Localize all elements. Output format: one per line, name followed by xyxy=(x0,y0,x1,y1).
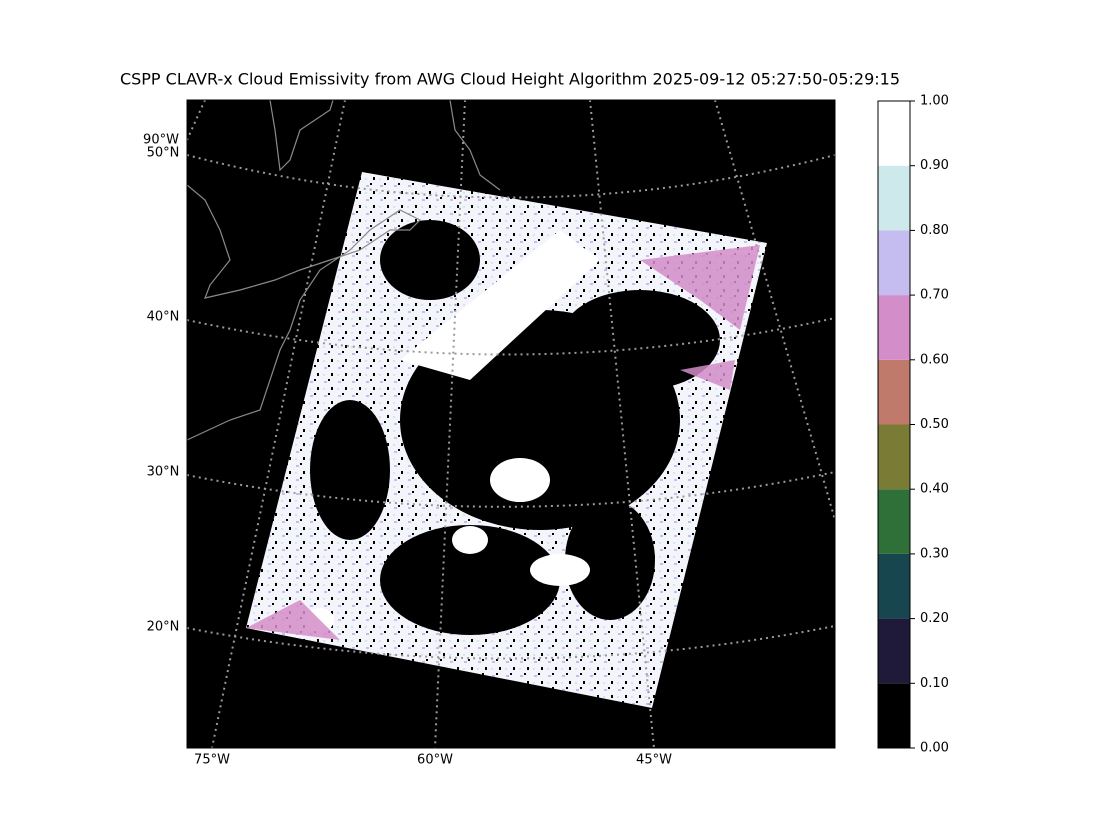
colorbar-segment xyxy=(878,359,910,425)
lat-label: 30°N xyxy=(147,465,180,480)
colorbar-tick-label: 0.40 xyxy=(920,482,949,497)
colorbar-tick-label: 0.60 xyxy=(920,352,949,367)
map-area xyxy=(187,100,835,748)
colorbar-segment xyxy=(878,489,910,554)
colorbar-tick-label: 0.30 xyxy=(920,546,949,561)
colorbar-segment xyxy=(878,424,910,490)
colorbar-tick-label: 0.00 xyxy=(920,741,949,756)
colorbar-segment xyxy=(878,101,910,166)
lat-label: 50°N xyxy=(147,146,180,161)
colorbar: 0.00 0.10 0.20 0.30 0.40 0.50 0.60 0.70 0.80 0.90… xyxy=(877,94,949,756)
colorbar-segment xyxy=(878,618,910,684)
lon-label: 75°W xyxy=(194,753,230,768)
colorbar-tick-label: 0.80 xyxy=(920,223,949,238)
lon-label: 60°W xyxy=(417,753,453,768)
colorbar-segment xyxy=(878,230,910,296)
map-frame xyxy=(186,99,836,749)
lon-label: 45°W xyxy=(636,753,672,768)
lat-label: 40°N xyxy=(147,310,180,325)
colorbar-segment xyxy=(878,295,910,360)
colorbar-segment xyxy=(878,683,910,748)
colorbar-tick-label: 0.20 xyxy=(920,611,949,626)
emissivity-edges xyxy=(246,245,760,640)
lat-label: 20°N xyxy=(147,620,180,635)
colorbar-tick-label: 0.70 xyxy=(920,288,949,303)
cloud-cells xyxy=(306,230,600,632)
colorbar-tick-label: 0.50 xyxy=(920,417,949,432)
colorbar-segment xyxy=(878,165,910,231)
colorbar-tick-label: 1.00 xyxy=(920,94,949,109)
map-title: CSPP CLAVR-x Cloud Emissivity from AWG C… xyxy=(120,70,900,89)
lon-label: 90°W xyxy=(143,133,179,148)
colorbar-segment xyxy=(878,553,910,619)
colorbar-tick-label: 0.90 xyxy=(920,158,949,173)
colorbar-tick-label: 0.10 xyxy=(920,676,949,691)
